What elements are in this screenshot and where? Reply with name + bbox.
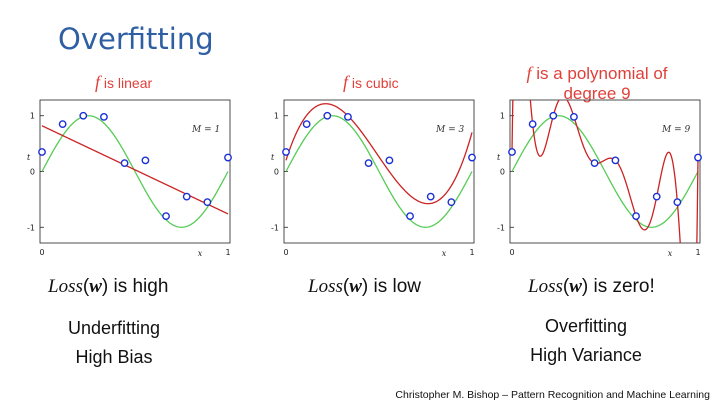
true-curve (285, 115, 473, 228)
true-curve (41, 115, 229, 228)
loss-low: Loss(w) is low (308, 276, 421, 297)
data-point (182, 192, 191, 201)
y-tick-label: -1 (497, 223, 505, 232)
x-tick-label: 0 (509, 248, 514, 257)
caption-cubic: f is cubic (343, 72, 399, 92)
t-axis-label: t (271, 153, 275, 162)
plot-cubic: 1 0 -1 0 1 x t M = 3 (271, 99, 476, 258)
loss-zero: Loss(w) is zero! (528, 276, 655, 297)
model-label: M = 1 (191, 125, 220, 135)
data-point (447, 198, 456, 207)
data-point (79, 111, 88, 120)
caption-linear: f is linear (95, 72, 153, 92)
data-point (632, 212, 640, 221)
t-axis-label: t (27, 153, 31, 162)
data-point (38, 148, 46, 156)
data-point (570, 112, 578, 121)
data-point (508, 148, 516, 156)
data-point (468, 153, 476, 162)
x-tick-label: 1 (695, 248, 700, 257)
y-tick-label: -1 (271, 223, 279, 232)
loss-high: Loss(w) is high (48, 276, 169, 297)
x-tick-label: 1 (225, 248, 230, 257)
data-point (302, 120, 311, 128)
data-point (652, 192, 661, 201)
model-label: M = 3 (435, 125, 464, 135)
data-point (694, 153, 702, 162)
y-tick-label: 1 (274, 112, 279, 121)
model-label: M = 9 (661, 125, 690, 135)
data-point (406, 212, 414, 221)
x-axis-label: x (442, 249, 447, 258)
data-point (282, 148, 290, 156)
y-tick-label: 0 (500, 168, 505, 177)
data-point (224, 153, 232, 162)
y-tick-label: 1 (500, 112, 505, 121)
x-axis-label: x (668, 249, 673, 258)
page-title: Overfitting (58, 22, 214, 56)
y-tick-label: -1 (27, 223, 35, 232)
y-tick-label: 1 (30, 112, 35, 121)
x-axis-label: x (198, 249, 203, 258)
caption-degree9: f is a polynomial of degree 9 (526, 63, 668, 103)
plot-content: 1 0 -1 0 1 x t M = 3 (271, 99, 476, 258)
data-point (120, 159, 129, 168)
data-point (58, 120, 67, 128)
fit-curve (511, 100, 699, 243)
data-point (426, 192, 435, 201)
x-tick-label: 0 (283, 248, 288, 257)
x-tick-label: 1 (469, 248, 474, 257)
fit-curve (41, 125, 229, 215)
data-point (162, 212, 170, 221)
plot-linear: 1 0 -1 0 1 x t M = 1 (27, 99, 232, 258)
plot-degree9: 1 0 -1 0 1 x t M = 9 (497, 99, 702, 258)
true-curve (511, 115, 699, 228)
t-axis-label: t (497, 153, 501, 162)
data-point (364, 159, 373, 168)
fit-curve (285, 103, 473, 205)
data-point (100, 112, 108, 121)
data-point (141, 156, 150, 165)
plot-content: 1 0 -1 0 1 x t M = 9 (497, 99, 702, 258)
plot-content: 1 0 -1 0 1 x t M = 1 (27, 99, 232, 258)
data-point (549, 111, 558, 120)
data-point (611, 156, 620, 165)
y-tick-label: 0 (274, 168, 279, 177)
note-overfitting: Overfitting High Variance (530, 316, 642, 365)
credit-line: Christopher M. Bishop – Pattern Recognit… (395, 389, 710, 401)
note-underfitting: Underfitting High Bias (67, 318, 161, 367)
data-point (673, 198, 682, 207)
data-point (344, 112, 352, 121)
data-point (323, 111, 332, 120)
data-point (203, 198, 212, 207)
data-point (528, 120, 537, 128)
y-tick-label: 0 (30, 168, 35, 177)
data-point (590, 159, 599, 168)
x-tick-label: 0 (39, 248, 44, 257)
data-point (385, 156, 394, 165)
